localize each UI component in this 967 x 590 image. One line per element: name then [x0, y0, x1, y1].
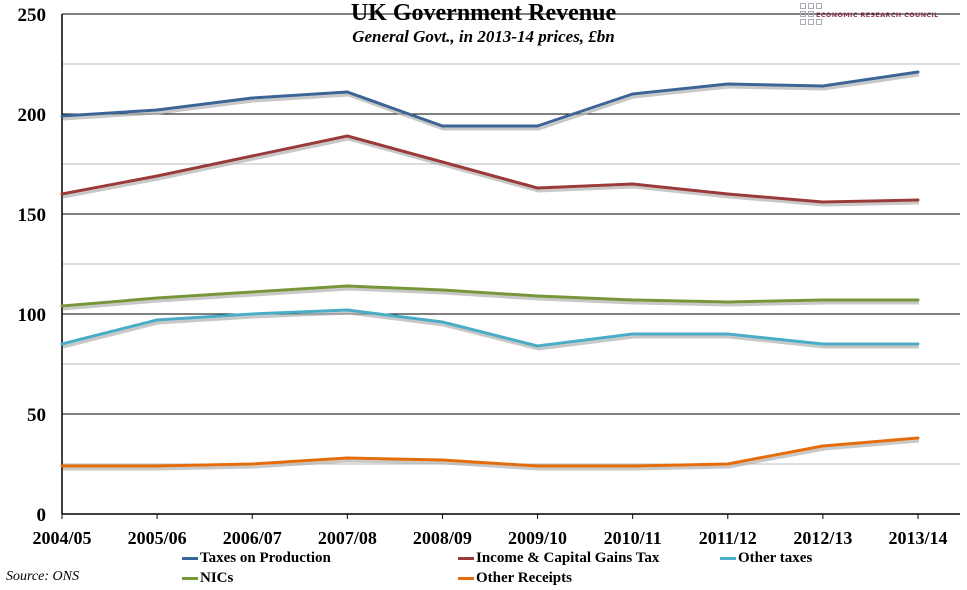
data-point: [726, 300, 730, 304]
series-shadow: [62, 311, 919, 351]
x-tick-label: 2008/09: [413, 528, 472, 548]
data-point: [536, 344, 540, 348]
x-tick-label: 2012/13: [793, 528, 852, 548]
data-point: [916, 342, 920, 346]
data-point: [345, 456, 349, 460]
data-point: [345, 134, 349, 138]
legend-nics: NICs: [182, 570, 233, 587]
data-point: [726, 82, 730, 86]
data-point: [60, 464, 64, 468]
data-point: [250, 96, 254, 100]
data-point: [250, 462, 254, 466]
data-point: [155, 174, 159, 178]
data-point: [821, 444, 825, 448]
series-line-taxes-on-production: [61, 70, 919, 128]
x-tick-label: 2007/08: [318, 528, 377, 548]
legend-swatch: [182, 577, 198, 580]
data-point: [250, 312, 254, 316]
data-point: [821, 200, 825, 204]
legend-other-taxes: Other taxes: [720, 550, 812, 567]
chart-title: UK Government Revenue: [350, 0, 617, 26]
series-line-other-receipts: [62, 436, 919, 468]
legend-income-capital-gains: Income & Capital Gains Tax: [458, 550, 659, 567]
legend-swatch: [458, 577, 474, 580]
y-tick-label: 150: [18, 205, 47, 226]
legend-other-receipts: Other Receipts: [458, 570, 572, 587]
legend-label: Other taxes: [738, 550, 813, 566]
data-point: [440, 124, 444, 128]
y-tick-label: 250: [18, 5, 47, 26]
data-point: [250, 154, 254, 158]
data-point: [631, 92, 635, 96]
legend-label: Income & Capital Gains Tax: [476, 550, 660, 566]
data-point: [345, 284, 349, 288]
data-point: [916, 198, 920, 202]
series-shadow: [63, 439, 920, 471]
data-point: [155, 464, 159, 468]
y-tick-label: 0: [37, 505, 47, 526]
data-point: [821, 84, 825, 88]
y-tick-label: 50: [27, 405, 46, 426]
y-tick-label: 200: [18, 105, 47, 126]
data-point: [345, 308, 349, 312]
series-shadow: [62, 137, 920, 207]
data-point: [631, 182, 635, 186]
data-point: [536, 294, 540, 298]
data-point: [155, 108, 159, 112]
data-point: [440, 288, 444, 292]
data-point: [916, 298, 920, 302]
data-point: [821, 298, 825, 302]
data-point: [726, 192, 730, 196]
data-point: [60, 192, 64, 196]
legend-taxes-on-production: Taxes on Production: [182, 550, 331, 567]
y-tick-label: 100: [18, 305, 47, 326]
x-tick-label: 2006/07: [223, 528, 282, 548]
data-point: [60, 342, 64, 346]
data-point: [916, 70, 920, 74]
x-tick-label: 2004/05: [32, 528, 91, 548]
series-line-income-capital-gains-tax: [61, 134, 919, 204]
erc-logo: ECONOMIC RESEARCH COUNCIL: [800, 3, 939, 27]
data-point: [250, 290, 254, 294]
data-point: [631, 298, 635, 302]
source-note: Source: ONS: [6, 569, 79, 584]
series-line-nics: [61, 284, 918, 308]
data-point: [536, 124, 540, 128]
data-point: [536, 186, 540, 190]
data-point: [916, 436, 920, 440]
data-point: [60, 304, 64, 308]
data-point: [345, 90, 349, 94]
legend-label: Other Receipts: [476, 570, 572, 586]
legend-swatch: [720, 557, 736, 560]
series-line-other-taxes: [61, 308, 918, 348]
data-point: [726, 332, 730, 336]
data-point: [726, 462, 730, 466]
legend-swatch: [458, 557, 474, 560]
x-tick-label: 2011/12: [699, 528, 757, 548]
x-tick-label: 2009/10: [508, 528, 567, 548]
chart-subtitle: General Govt., in 2013-14 prices, £bn: [352, 27, 615, 46]
data-point: [440, 320, 444, 324]
data-point: [155, 318, 159, 322]
data-point: [60, 114, 64, 118]
series-shadow: [62, 73, 920, 131]
legend-label: Taxes on Production: [200, 550, 331, 566]
x-tick-label: 2010/11: [604, 528, 662, 548]
legend-swatch: [182, 557, 198, 560]
data-point: [631, 464, 635, 468]
x-tick-label: 2005/06: [128, 528, 187, 548]
data-point: [155, 296, 159, 300]
data-point: [440, 458, 444, 462]
x-tick-label: 2013/14: [888, 528, 947, 548]
data-point: [536, 464, 540, 468]
series-shadow: [62, 287, 919, 311]
legend-label: NICs: [200, 570, 234, 586]
data-point: [440, 160, 444, 164]
data-point: [631, 332, 635, 336]
data-point: [821, 342, 825, 346]
